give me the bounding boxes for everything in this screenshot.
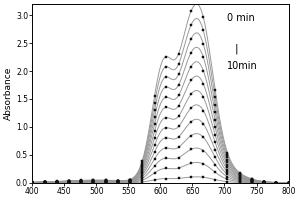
Y-axis label: Absorbance: Absorbance bbox=[4, 67, 13, 120]
Text: 0 min: 0 min bbox=[227, 13, 255, 23]
Text: 10min: 10min bbox=[227, 61, 258, 71]
Text: |: | bbox=[235, 43, 238, 54]
